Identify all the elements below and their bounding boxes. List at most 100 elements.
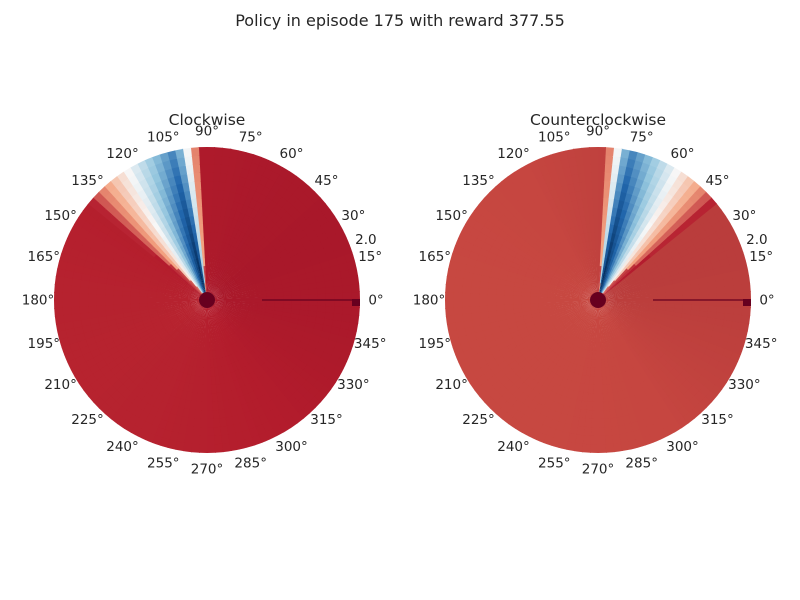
heat-cell (647, 284, 657, 290)
heat-cell (453, 277, 464, 287)
heat-cell (152, 242, 162, 253)
heat-cell (248, 218, 259, 229)
heat-cell (220, 320, 228, 330)
heat-cell (287, 341, 299, 352)
heat-cell (261, 271, 272, 279)
heat-cell (216, 358, 222, 368)
heat-cell (221, 147, 232, 158)
heat-cell (606, 296, 616, 299)
heat-cell (577, 282, 586, 290)
heat-cell (587, 285, 594, 294)
heat-cell (650, 268, 661, 276)
heat-cell (215, 298, 225, 300)
heat-cell (605, 267, 611, 277)
heat-cell (165, 267, 174, 276)
heat-cell (504, 304, 514, 311)
heat-cell (180, 316, 189, 324)
heat-cell (571, 254, 579, 264)
heat-cell (514, 221, 526, 233)
heat-cell (576, 319, 584, 329)
heat-cell (214, 267, 220, 277)
heat-cell (237, 280, 247, 287)
heat-cell (527, 210, 539, 222)
heat-cell (469, 300, 480, 308)
heat-cell (227, 279, 237, 287)
heat-cell (643, 272, 653, 280)
heat-cell (189, 295, 199, 299)
heat-cell (600, 325, 604, 335)
heat-cell (151, 256, 161, 266)
heat-cell (563, 369, 572, 381)
heat-cell (510, 330, 521, 339)
heat-cell (315, 316, 326, 325)
heat-cell (646, 312, 657, 319)
heat-cell (201, 265, 205, 275)
heat-cell (135, 324, 146, 332)
heat-cell (602, 285, 610, 294)
heat-cell (615, 317, 623, 326)
heat-cell (654, 229, 665, 240)
heat-cell (150, 275, 161, 283)
heat-cell (210, 367, 216, 377)
heat-cell (190, 292, 200, 298)
heat-cell (583, 288, 592, 296)
heat-cell (191, 331, 197, 342)
heat-cell (591, 410, 599, 420)
heat-cell (538, 223, 549, 235)
heat-cell (243, 319, 254, 326)
heat-cell (658, 327, 669, 336)
heat-cell (233, 219, 242, 231)
heat-cell (175, 310, 185, 316)
heat-cell (542, 378, 552, 390)
heat-cell (573, 243, 580, 254)
heat-cell (605, 443, 616, 453)
heat-cell (308, 190, 322, 204)
heat-cell (740, 274, 751, 285)
heat-cell (173, 414, 184, 426)
heat-cell (196, 266, 201, 276)
heat-cell (579, 348, 586, 359)
heat-cell (107, 244, 119, 255)
heat-cell (572, 147, 583, 158)
heat-cell (215, 314, 222, 323)
heat-cell (214, 303, 223, 309)
heat-cell (563, 238, 571, 249)
heat-cell (199, 257, 204, 267)
heat-cell (191, 241, 197, 251)
heat-cell (604, 288, 612, 295)
heat-cell (640, 296, 650, 300)
heat-cell (610, 321, 618, 330)
heat-cell (589, 283, 595, 293)
heat-cell (637, 261, 647, 271)
heat-cell (666, 244, 677, 254)
heat-cell (191, 349, 197, 359)
heat-cell (540, 278, 551, 285)
heat-cell (187, 383, 195, 394)
heat-cell (649, 385, 660, 397)
heat-cell (590, 283, 595, 293)
heat-cell (195, 332, 201, 343)
heat-cell (584, 418, 593, 428)
heat-cell (230, 174, 241, 186)
heat-cell (257, 375, 268, 387)
heat-cell (559, 358, 568, 369)
heat-cell (171, 220, 180, 231)
heat-cell (211, 197, 218, 208)
heat-cell (209, 308, 213, 318)
heat-cell (487, 305, 497, 313)
heat-cell (191, 259, 197, 269)
heat-cell (545, 267, 556, 275)
heat-cell (174, 309, 184, 315)
heat-cell (664, 362, 675, 373)
heat-cell (241, 335, 250, 345)
heat-cell (547, 327, 557, 336)
heat-cell (139, 312, 150, 319)
heat-cell (572, 234, 580, 245)
heat-cell (175, 362, 184, 373)
angle-tick-label: 30° (732, 208, 756, 224)
heat-cell (279, 272, 290, 281)
heat-cell (579, 280, 587, 289)
heat-cell (635, 205, 645, 217)
heat-cell (193, 305, 201, 312)
heat-cell (566, 441, 577, 452)
